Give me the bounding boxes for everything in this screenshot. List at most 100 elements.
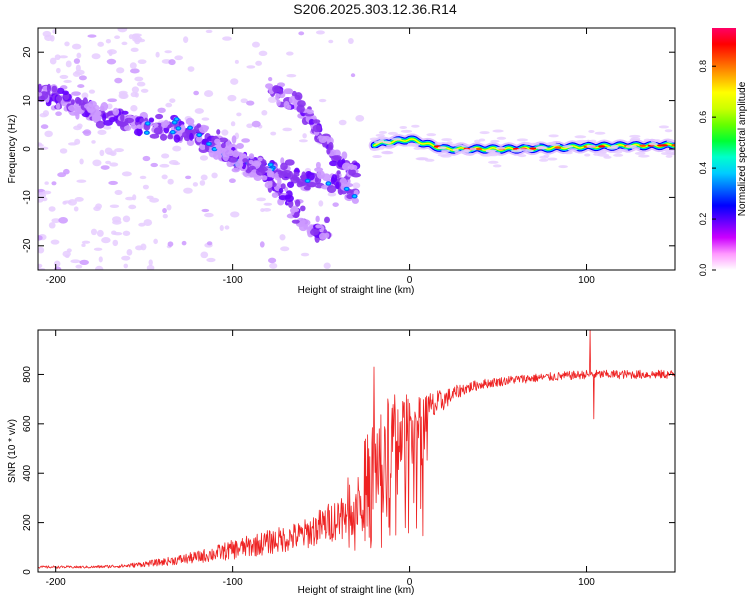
heatmap-cell bbox=[44, 130, 53, 138]
heatmap-cell bbox=[564, 151, 573, 155]
x-tick-label: -100 bbox=[223, 577, 243, 588]
heatmap-cell bbox=[241, 138, 251, 143]
heatmap-cell bbox=[331, 174, 338, 183]
heatmap-cell bbox=[165, 102, 173, 108]
heatmap-cell bbox=[130, 68, 140, 74]
heatmap-cell bbox=[121, 255, 131, 261]
heatmap-cell bbox=[126, 249, 133, 256]
heatmap-cell bbox=[200, 251, 209, 259]
heatmap-cell bbox=[108, 117, 116, 123]
heatmap-cell bbox=[167, 241, 174, 247]
y-tick-label: 20 bbox=[22, 46, 33, 58]
heatmap-cell bbox=[201, 208, 210, 213]
heatmap-cell bbox=[95, 120, 105, 129]
heatmap-cell bbox=[639, 144, 647, 147]
heatmap-cell bbox=[179, 124, 186, 133]
heatmap-cell bbox=[269, 262, 278, 269]
heatmap-cell bbox=[92, 159, 102, 167]
heatmap-cell bbox=[228, 178, 236, 184]
heatmap-cell bbox=[606, 146, 618, 150]
heatmap-cell bbox=[119, 92, 129, 100]
heatmap-cell bbox=[107, 98, 118, 103]
heatmap-cell bbox=[41, 197, 48, 202]
heatmap-cell bbox=[134, 38, 141, 45]
heatmap-cell bbox=[38, 246, 45, 254]
heatmap-cell bbox=[142, 184, 149, 190]
heatmap-cell bbox=[87, 34, 97, 38]
heatmap-cell bbox=[654, 139, 661, 143]
heatmap-cell bbox=[242, 158, 249, 163]
heatmap-cell bbox=[546, 141, 556, 145]
heatmap-cell bbox=[259, 241, 265, 248]
heatmap-cell bbox=[407, 142, 416, 146]
heatmap-cell bbox=[328, 141, 334, 151]
heatmap-cell bbox=[276, 99, 281, 107]
heatmap-cell bbox=[196, 135, 203, 143]
snr-frame bbox=[37, 329, 676, 573]
heatmap-cell bbox=[76, 123, 83, 129]
heatmap-cell bbox=[55, 102, 61, 110]
heatmap-cell bbox=[372, 155, 382, 159]
heatmap-cell bbox=[378, 130, 387, 134]
heatmap-cell bbox=[153, 238, 158, 245]
heatmap-cell bbox=[122, 230, 131, 236]
heatmap-cell bbox=[69, 111, 78, 116]
heatmap-cell bbox=[613, 153, 624, 157]
heatmap-cell bbox=[336, 170, 341, 175]
heatmap-cell bbox=[335, 181, 340, 190]
heatmap-cell bbox=[248, 153, 255, 160]
heatmap-cell bbox=[169, 98, 176, 103]
heatmap-cell bbox=[664, 129, 673, 133]
heatmap-cell bbox=[114, 148, 124, 153]
heatmap-cell bbox=[121, 171, 132, 177]
heatmap-cell bbox=[232, 149, 240, 158]
heatmap-cell bbox=[284, 194, 292, 200]
heatmap-cell bbox=[54, 54, 61, 61]
heatmap-cell bbox=[124, 117, 135, 124]
heatmap-cell bbox=[310, 228, 320, 236]
heatmap-cell bbox=[113, 231, 123, 236]
heatmap-cell bbox=[49, 57, 57, 65]
heatmap-cell bbox=[132, 33, 142, 37]
heatmap-cell bbox=[324, 232, 330, 239]
heatmap-cell bbox=[214, 138, 221, 145]
heatmap-cell bbox=[554, 146, 562, 149]
heatmap-cell bbox=[105, 38, 111, 44]
heatmap-cell bbox=[185, 117, 195, 126]
heatmap-cell bbox=[48, 206, 56, 212]
heatmap-cell bbox=[46, 83, 52, 93]
heatmap-cell bbox=[74, 103, 80, 108]
heatmap-cell bbox=[490, 139, 500, 143]
heatmap-cell bbox=[107, 111, 113, 116]
heatmap-cell bbox=[528, 142, 540, 146]
heatmap-cell bbox=[104, 147, 113, 155]
heatmap-cell bbox=[79, 259, 89, 265]
heatmap-cell bbox=[280, 183, 286, 190]
heatmap-cell bbox=[261, 175, 268, 181]
heatmap-cell bbox=[618, 148, 629, 152]
heatmap-cell bbox=[294, 92, 303, 101]
heatmap-cell bbox=[201, 117, 210, 121]
heatmap-cell bbox=[387, 131, 398, 135]
heatmap-cell bbox=[152, 123, 159, 128]
heatmap-cell bbox=[306, 109, 314, 115]
heatmap-cell bbox=[161, 153, 170, 159]
heatmap-cell bbox=[101, 237, 111, 244]
heatmap-cell bbox=[390, 137, 402, 141]
heatmap-cell bbox=[258, 50, 268, 57]
heatmap-cell bbox=[413, 146, 422, 150]
heatmap-cell bbox=[338, 119, 347, 126]
heatmap-cell bbox=[172, 145, 182, 152]
heatmap-cell bbox=[206, 241, 213, 246]
heatmap-cell bbox=[38, 92, 43, 97]
heatmap-cell bbox=[109, 162, 119, 167]
heatmap-cell bbox=[143, 219, 153, 227]
heatmap-cell bbox=[326, 185, 337, 194]
heatmap-cell bbox=[176, 127, 180, 130]
heatmap-cell bbox=[230, 211, 240, 218]
heatmap-cell bbox=[378, 139, 385, 143]
spectrogram-x-label: Height of straight line (km) bbox=[298, 285, 415, 296]
heatmap-cell bbox=[146, 264, 155, 270]
heatmap-cell bbox=[284, 159, 295, 166]
heatmap-cell bbox=[138, 222, 146, 227]
